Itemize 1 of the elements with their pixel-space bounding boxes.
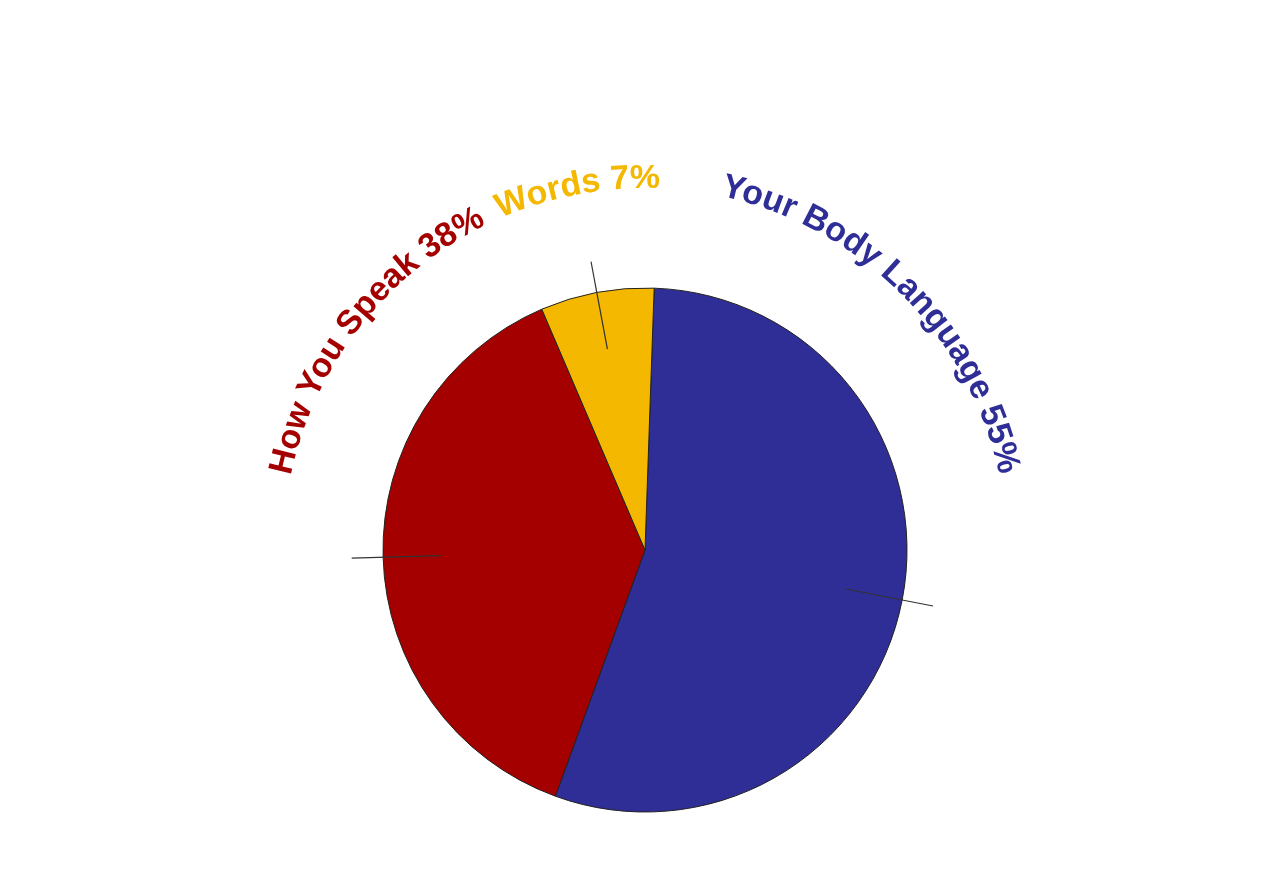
slice-label: Words 7% (489, 157, 661, 225)
